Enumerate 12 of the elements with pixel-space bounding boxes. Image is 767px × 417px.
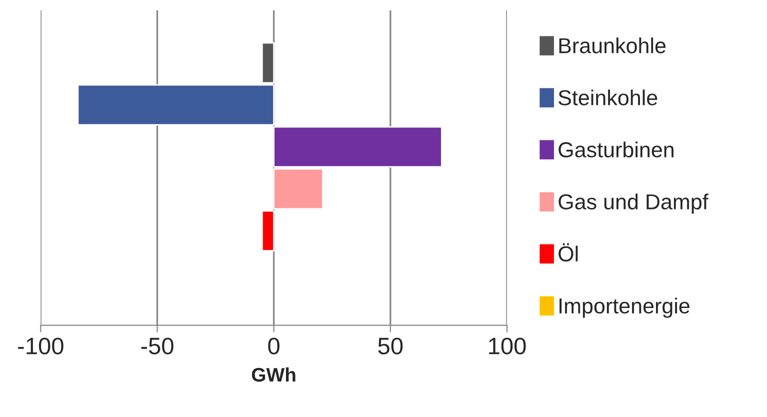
x-tick-label: 50: [378, 338, 403, 354]
x-tick-label: -100: [18, 338, 64, 354]
legend-label: Steinkohle: [558, 90, 658, 106]
legend-label: Öl: [558, 243, 578, 262]
legend-label: Braunkohle: [559, 38, 666, 54]
x-axis-title: GWh: [252, 367, 296, 382]
x-tick-label: 0: [268, 338, 280, 354]
legend-label: Gasturbinen: [558, 142, 674, 158]
x-tick-label: 100: [489, 338, 526, 354]
legend-label: Importenergie: [560, 298, 690, 318]
legend-label: Gas und Dampf: [558, 194, 708, 214]
x-tick-label: -50: [141, 338, 174, 354]
